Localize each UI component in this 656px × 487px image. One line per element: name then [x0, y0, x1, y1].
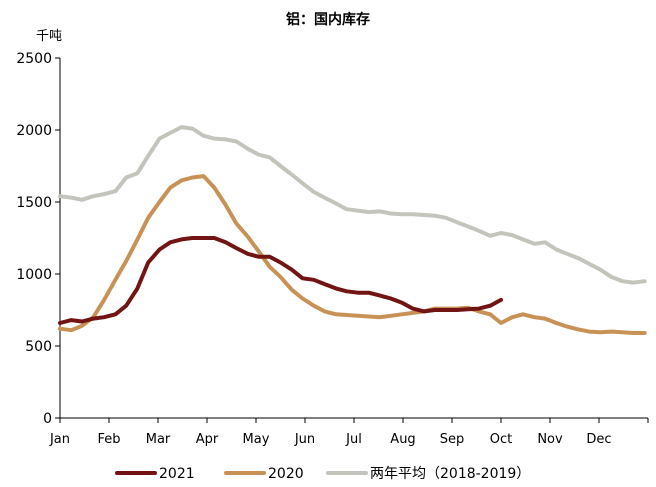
series-line-1: [58, 174, 647, 335]
x-tick-label: Nov: [537, 432, 563, 447]
x-tick-label: Mar: [146, 432, 171, 447]
x-tick-label: Feb: [97, 432, 120, 447]
chart-title: 铝：国内库存: [286, 11, 370, 28]
x-tick-label: Jan: [49, 432, 70, 447]
y-tick-label: 1500: [16, 195, 52, 211]
x-tick-label: May: [243, 432, 270, 447]
series-line-0: [58, 125, 647, 285]
series-layer: [58, 125, 647, 335]
y-axis-ticks: 0 500 1000 1500 2000 2500: [16, 51, 60, 427]
x-tick-label: Jun: [294, 432, 315, 447]
y-tick-label: 500: [25, 339, 52, 355]
legend-label: 2020: [268, 466, 304, 482]
y-tick-label: 2000: [16, 123, 52, 139]
legend-label: 两年平均（2018-2019）: [370, 466, 530, 482]
legend: 2021 2020 两年平均（2018-2019）: [115, 466, 530, 482]
x-axis-ticks: Jan Feb Mar Apr May Jun Jul Aug Sep Oct Nov Dec: [49, 418, 649, 447]
axes: [59, 58, 648, 419]
y-tick-label: 0: [43, 411, 52, 427]
y-unit-label: 千吨: [36, 29, 62, 44]
x-tick-label: Sep: [440, 432, 465, 447]
x-tick-label: Oct: [490, 432, 512, 447]
series-line-2: [58, 236, 503, 325]
x-tick-label: Jul: [345, 432, 362, 447]
x-tick-label: Aug: [390, 432, 415, 447]
x-tick-label: Apr: [196, 432, 219, 447]
x-tick-label: Dec: [586, 432, 611, 447]
y-tick-label: 2500: [16, 51, 52, 67]
y-tick-label: 1000: [16, 267, 52, 283]
legend-label: 2021: [159, 466, 195, 482]
